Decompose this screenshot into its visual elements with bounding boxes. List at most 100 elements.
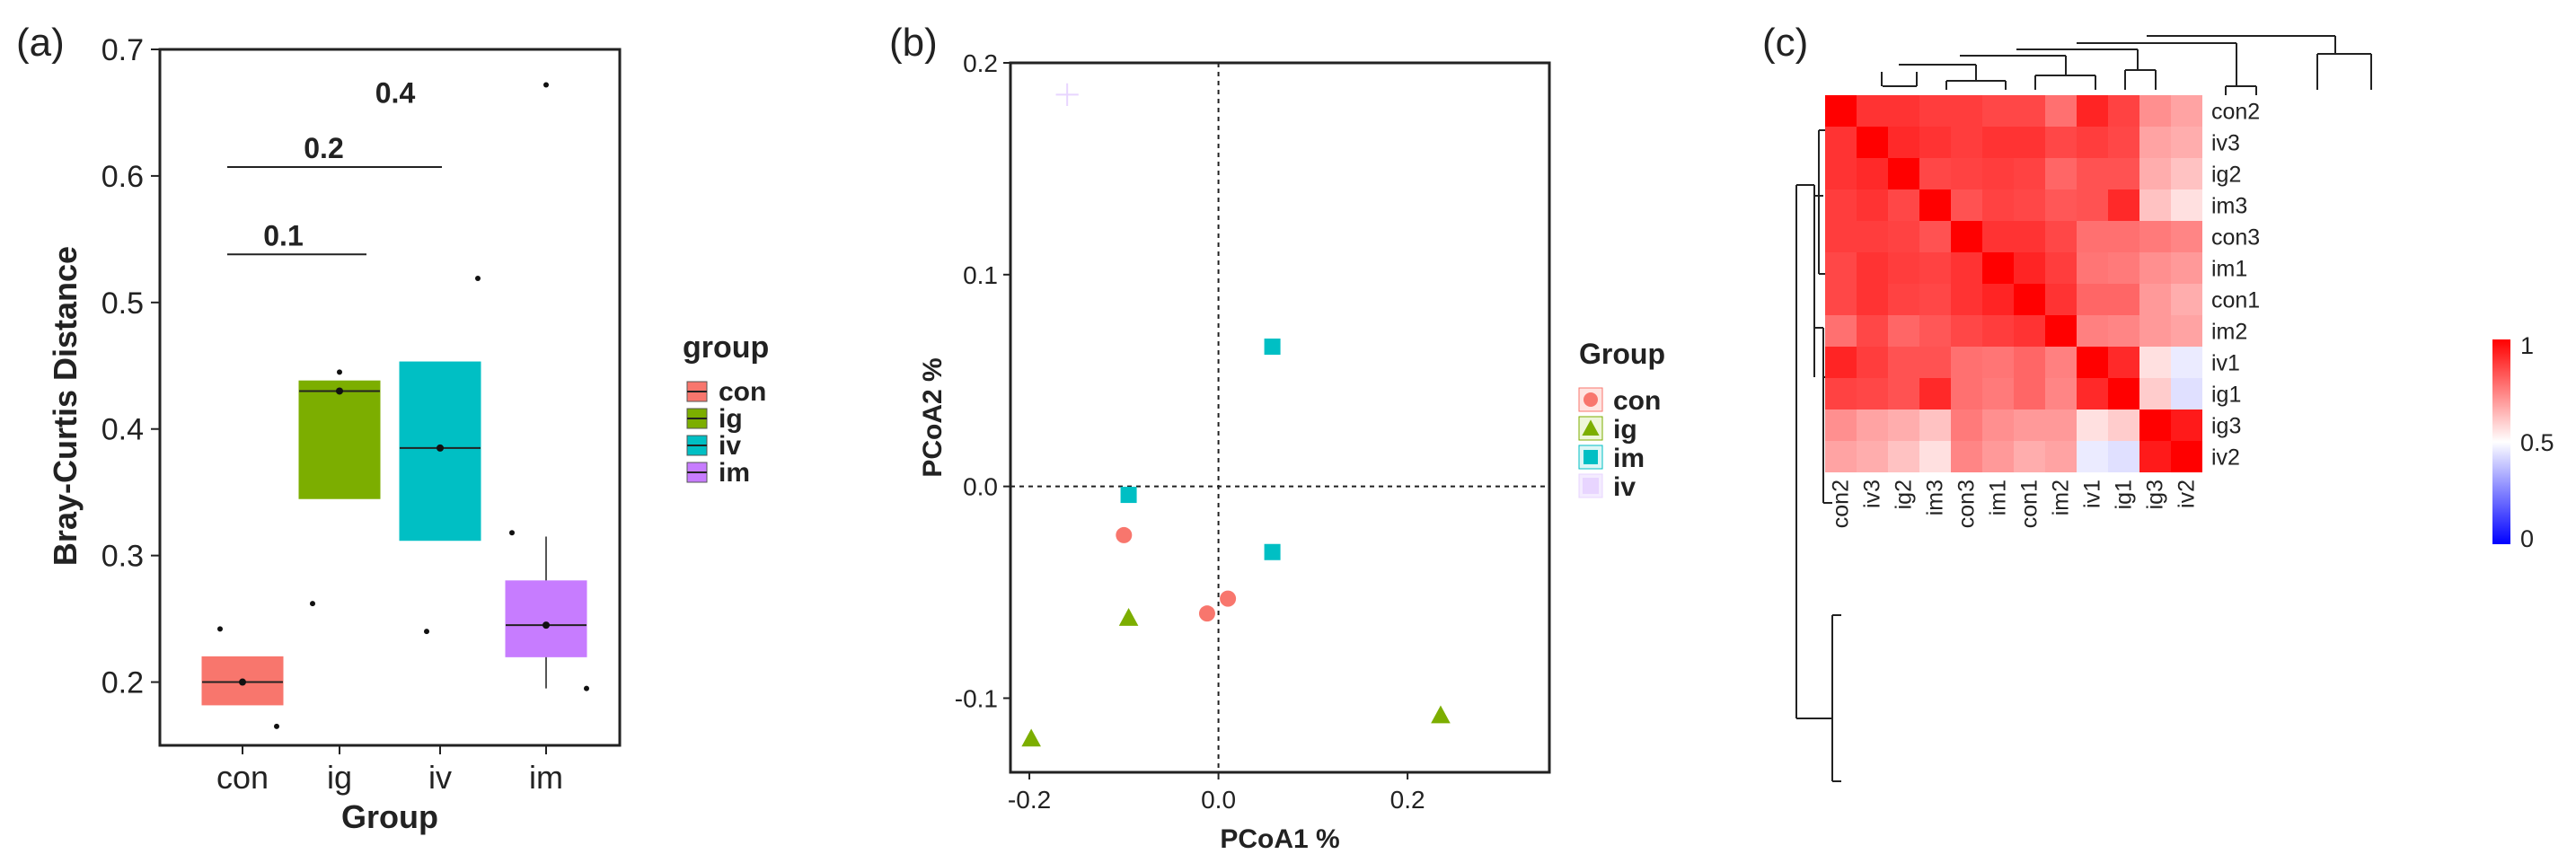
c-cell-iv1-im2 <box>2045 347 2077 378</box>
c-cell-iv3-ig1 <box>2108 127 2139 158</box>
c-col-label-ig3: ig3 <box>2143 480 2168 509</box>
b-xtick-label: 0.2 <box>1390 786 1425 814</box>
c-cell-ig1-ig2 <box>1888 378 1919 409</box>
panel-c-row-labels: con2 iv3 ig2 im3 con3 im1 con1 im2 iv1 ig1 ig3 iv2 <box>2211 100 2260 471</box>
c-cell-im3-im1 <box>1982 189 2014 221</box>
c-cell-con1-ig3 <box>2139 284 2171 315</box>
a-point <box>584 685 589 691</box>
c-cell-iv1-iv1 <box>2077 347 2108 378</box>
panel-a-yaxis-ticks: 0.2 0.3 0.4 0.5 0.6 0.7 <box>101 33 160 700</box>
a-point <box>543 82 549 88</box>
c-cell-ig3-con3 <box>1951 409 1982 441</box>
b-xtick-label: 0.0 <box>1201 786 1236 814</box>
c-row-label-con3: con3 <box>2211 225 2260 251</box>
c-cell-ig1-im2 <box>2045 378 2077 409</box>
c-cell-iv1-im3 <box>1919 347 1951 378</box>
c-cell-con2-ig3 <box>2139 95 2171 127</box>
c-cell-im3-im2 <box>2045 189 2077 221</box>
c-cell-iv2-im1 <box>1982 441 2014 472</box>
c-cell-im1-im1 <box>1982 252 2014 284</box>
panel-b-legend-title: Group <box>1579 338 1665 370</box>
c-cell-con2-iv2 <box>2171 95 2202 127</box>
b-ytick-label: 0.2 <box>963 49 998 77</box>
c-cell-iv3-ig3 <box>2139 127 2171 158</box>
c-cell-im1-ig3 <box>2139 252 2171 284</box>
c-cell-con1-ig1 <box>2108 284 2139 315</box>
panel-b-xlabel: PCoA1 % <box>1220 824 1339 854</box>
c-cell-im3-con1 <box>2014 189 2045 221</box>
c-col-label-con2: con2 <box>1829 480 1854 528</box>
c-cell-con1-im2 <box>2045 284 2077 315</box>
c-cell-iv1-iv3 <box>1857 347 1888 378</box>
c-cell-con1-con1 <box>2014 284 2045 315</box>
c-cell-iv1-con1 <box>2014 347 2045 378</box>
c-cell-im1-ig2 <box>1888 252 1919 284</box>
c-cell-iv3-con2 <box>1825 127 1857 158</box>
a-legend-label-con: con <box>719 377 766 407</box>
a-box-ig <box>298 380 381 499</box>
a-ytick-label: 0.4 <box>101 413 144 447</box>
col-dendrogram <box>1881 35 2372 95</box>
a-xtick-label: con <box>216 759 269 796</box>
b-legend-label-ig: ig <box>1613 415 1637 445</box>
panel-a-frame <box>158 48 622 747</box>
b-point-im <box>1264 339 1281 355</box>
c-cell-iv3-iv1 <box>2077 127 2108 158</box>
c-cell-con3-iv1 <box>2077 221 2108 252</box>
c-cell-im2-ig1 <box>2108 315 2139 347</box>
c-cell-con3-iv3 <box>1857 221 1888 252</box>
b-point-con <box>1220 590 1237 607</box>
c-col-label-con3: con3 <box>1954 480 1980 528</box>
c-cell-ig1-iv2 <box>2171 378 2202 409</box>
panel-a-boxes <box>201 361 587 706</box>
c-col-label-con1: con1 <box>2017 480 2042 528</box>
a-xtick-label: ig <box>327 759 352 796</box>
a-sig-label: 0.4 <box>375 76 416 109</box>
c-cell-ig2-con2 <box>1825 158 1857 189</box>
c-cell-iv2-ig2 <box>1888 441 1919 472</box>
panel-c-dendrograms <box>1795 35 2372 782</box>
c-col-label-im1: im1 <box>1986 480 2011 515</box>
colorbar-tick-mid: 0.5 <box>2520 429 2554 456</box>
c-row-label-iv1: iv1 <box>2211 351 2240 376</box>
c-col-label-ig1: ig1 <box>2112 480 2137 509</box>
a-box-im <box>505 580 587 657</box>
panel-c-col-labels: con2 iv3 ig2 im3 con3 im1 con1 im2 iv1 ig1 ig3 iv2 <box>1829 480 2200 528</box>
c-cell-iv2-im2 <box>2045 441 2077 472</box>
panel-a-ylabel: Bray-Curtis Distance <box>47 246 84 566</box>
c-cell-con2-im3 <box>1919 95 1951 127</box>
c-cell-im1-im2 <box>2045 252 2077 284</box>
c-cell-ig1-iv3 <box>1857 378 1888 409</box>
a-point <box>337 369 342 375</box>
c-cell-im2-im3 <box>1919 315 1951 347</box>
c-cell-iv2-con3 <box>1951 441 1982 472</box>
c-cell-ig3-iv2 <box>2171 409 2202 441</box>
c-cell-ig1-im1 <box>1982 378 2014 409</box>
a-ytick-label: 0.7 <box>101 33 144 67</box>
c-cell-im2-con2 <box>1825 315 1857 347</box>
c-cell-im2-ig2 <box>1888 315 1919 347</box>
c-cell-im2-ig3 <box>2139 315 2171 347</box>
c-cell-ig2-iv2 <box>2171 158 2202 189</box>
c-cell-im1-ig1 <box>2108 252 2139 284</box>
b-legend-symbol-con <box>1584 392 1598 407</box>
panel-b-label: (b) <box>889 21 938 65</box>
c-cell-ig3-iv1 <box>2077 409 2108 441</box>
b-legend-label-iv: iv <box>1613 472 1636 502</box>
c-cell-im1-im3 <box>1919 252 1951 284</box>
panel-a-xaxis-ticks: con ig iv im <box>216 745 563 796</box>
c-cell-ig2-iv3 <box>1857 158 1888 189</box>
c-cell-im1-con2 <box>1825 252 1857 284</box>
c-cell-iv2-con1 <box>2014 441 2045 472</box>
c-row-label-ig2: ig2 <box>2211 163 2241 188</box>
a-point <box>274 723 279 729</box>
c-cell-con1-im1 <box>1982 284 2014 315</box>
a-point <box>217 626 223 632</box>
c-cell-con3-ig1 <box>2108 221 2139 252</box>
c-cell-ig1-iv1 <box>2077 378 2108 409</box>
c-row-label-ig3: ig3 <box>2211 414 2241 439</box>
c-cell-im1-iv2 <box>2171 252 2202 284</box>
c-row-label-im2: im2 <box>2211 320 2247 345</box>
c-cell-iv3-iv2 <box>2171 127 2202 158</box>
